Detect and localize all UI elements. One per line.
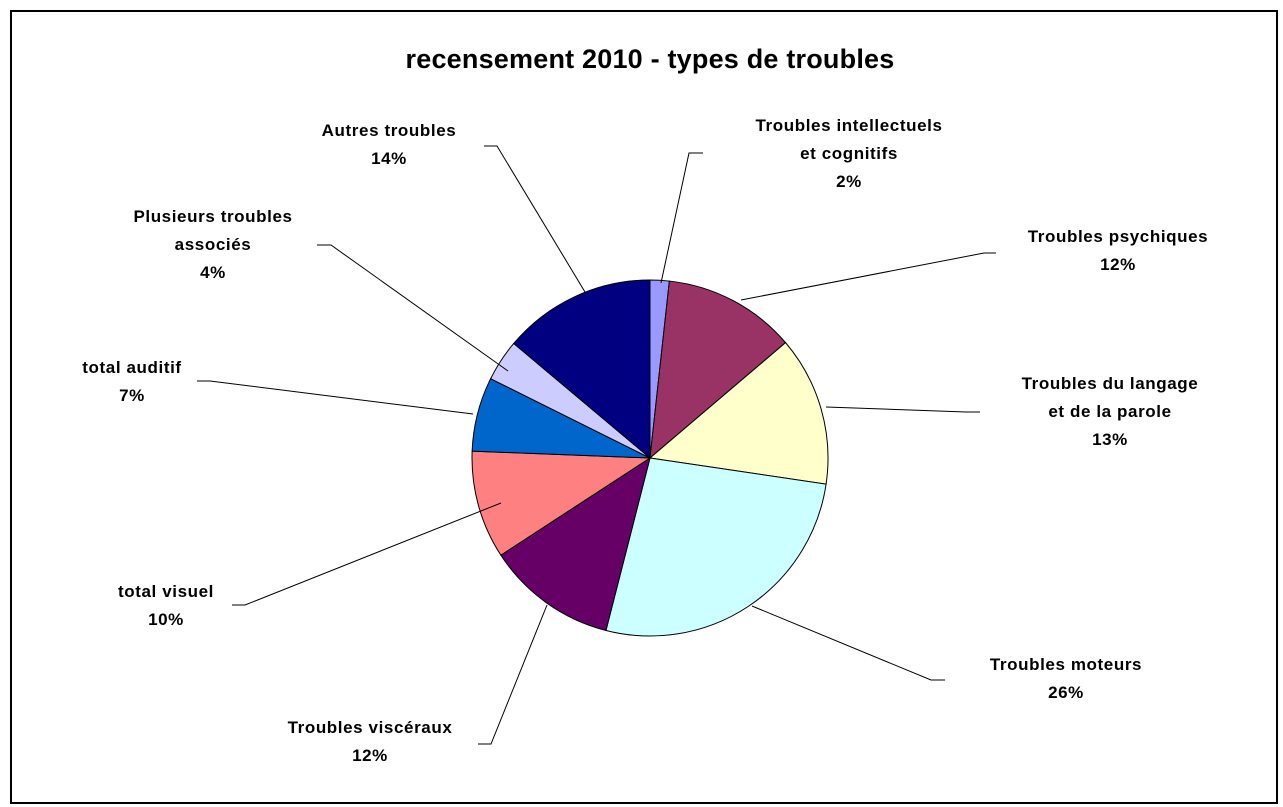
data-label-0: Troubles intellectuels et cognitifs 2% — [755, 116, 942, 191]
data-label-name-4: Troubles viscéraux — [288, 718, 453, 737]
data-label-name-6: total auditif — [82, 358, 181, 377]
data-label-name-0: et cognitifs — [800, 144, 898, 163]
data-label-name-3: Troubles moteurs — [990, 655, 1142, 674]
data-label-name-5: total visuel — [118, 582, 214, 601]
pie-slice-2 — [648, 341, 829, 485]
data-label-name-7: associés — [175, 235, 252, 254]
leader-line-3 — [751, 605, 945, 681]
pie-slice-4 — [500, 456, 651, 632]
leader-line-8 — [484, 145, 586, 293]
data-label-percent-0: 2% — [836, 172, 862, 191]
leader-line-0 — [660, 152, 703, 284]
data-label-percent-3: 26% — [1048, 683, 1084, 702]
data-label-6: total auditif 7% — [82, 358, 181, 405]
data-label-name-1: Troubles psychiques — [1028, 227, 1209, 246]
data-label-percent-5: 10% — [148, 610, 184, 629]
pie-slice-8 — [513, 279, 651, 460]
data-label-percent-7: 4% — [200, 263, 226, 282]
data-label-percent-1: 12% — [1100, 255, 1136, 274]
leader-line-7 — [317, 244, 509, 372]
leader-line-1 — [740, 252, 996, 301]
leader-line-4 — [478, 604, 548, 745]
data-label-2: Troubles du langage et de la parole 13% — [1022, 374, 1199, 449]
data-label-percent-4: 12% — [352, 746, 388, 765]
chart-title: recensement 2010 - types de troubles — [405, 44, 895, 74]
data-label-8: Autres troubles 14% — [322, 121, 457, 168]
data-label-name-2: Troubles du langage — [1022, 374, 1199, 393]
data-label-1: Troubles psychiques 12% — [1028, 227, 1209, 274]
leader-line-5 — [232, 502, 502, 606]
data-label-name-7: Plusieurs troubles — [133, 207, 292, 226]
data-label-5: total visuel 10% — [118, 582, 214, 629]
data-label-name-0: Troubles intellectuels — [755, 116, 942, 135]
data-label-name-2: et de la parole — [1048, 402, 1171, 421]
leader-line-6 — [197, 380, 474, 415]
data-label-percent-6: 7% — [119, 386, 145, 405]
data-label-4: Troubles viscéraux 12% — [288, 718, 453, 765]
data-label-7: Plusieurs troubles associés 4% — [133, 207, 292, 282]
data-label-percent-2: 13% — [1092, 430, 1128, 449]
leader-line-2 — [825, 406, 980, 413]
pie-slice-5 — [471, 450, 652, 556]
data-label-3: Troubles moteurs 26% — [990, 655, 1142, 702]
pie-slice-1 — [649, 280, 787, 460]
pie-slice-3 — [605, 457, 827, 637]
data-label-percent-8: 14% — [371, 149, 407, 168]
data-label-name-8: Autres troubles — [322, 121, 457, 140]
